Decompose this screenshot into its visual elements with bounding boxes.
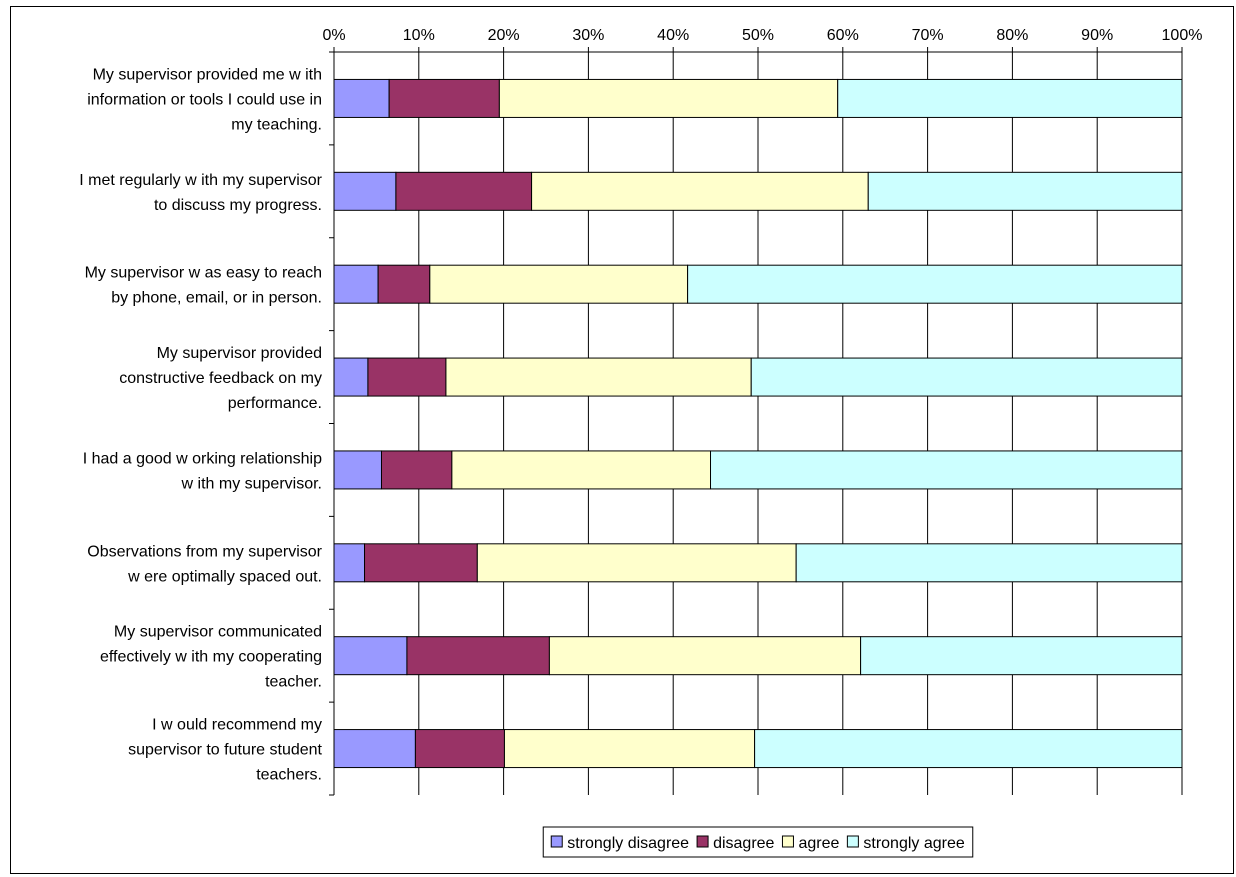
bar-segment-disagree xyxy=(406,636,550,676)
x-tick-label: 10% xyxy=(403,27,435,44)
bar-segment-strongly-disagree xyxy=(333,636,408,676)
x-tick-label: 40% xyxy=(657,27,689,44)
legend-swatch xyxy=(550,835,563,848)
bar-segment-strongly-agree xyxy=(710,450,1183,490)
legend-label: agree xyxy=(798,835,839,852)
bar-segment-disagree xyxy=(395,171,533,211)
x-tick-label: 60% xyxy=(827,27,859,44)
bar-segment-agree xyxy=(498,78,839,118)
x-tick-label: 0% xyxy=(322,27,345,44)
bar-segment-agree xyxy=(429,264,689,304)
bar-segment-strongly-agree xyxy=(750,357,1183,397)
category-label: I met regularly w ith my supervisor to di… xyxy=(79,172,322,214)
bar-segment-agree xyxy=(531,171,869,211)
bar-segment-agree xyxy=(451,450,712,490)
bar-segment-disagree xyxy=(367,357,447,397)
x-tick-label: 100% xyxy=(1162,27,1203,44)
bar-segment-strongly-agree xyxy=(867,171,1183,211)
legend-label: strongly disagree xyxy=(567,835,689,852)
legend-label: strongly agree xyxy=(863,835,964,852)
bar-segment-strongly-disagree xyxy=(333,543,366,583)
bar-segment-strongly-agree xyxy=(860,636,1183,676)
bar-segment-strongly-disagree xyxy=(333,450,382,490)
legend-box xyxy=(542,826,974,858)
bar-segment-strongly-disagree xyxy=(333,357,369,397)
bar-segment-strongly-disagree xyxy=(333,78,390,118)
category-label: My supervisor provided constructive feedb… xyxy=(119,345,322,412)
bar-segment-strongly-agree xyxy=(754,729,1183,769)
bar-segment-strongly-agree xyxy=(795,543,1183,583)
bars xyxy=(333,78,1183,769)
bar-segment-disagree xyxy=(414,729,505,769)
category-label: My supervisor communicated effectively w … xyxy=(100,624,322,691)
legend-label: disagree xyxy=(713,835,774,852)
category-label: I had a good w orking relationship w ith … xyxy=(83,450,322,492)
category-label: I w ould recommend my supervisor to futur… xyxy=(128,717,322,784)
bar-segment-disagree xyxy=(364,543,478,583)
x-axis-tick-labels: 0% 10% 20% 30% 40% 50% 60% 70% 80% 90% 100% xyxy=(322,27,1202,44)
x-tick-label: 30% xyxy=(572,27,604,44)
bar-segment-strongly-disagree xyxy=(333,171,397,211)
x-tick-label: 70% xyxy=(912,27,944,44)
category-label: My supervisor w as easy to reach by phone… xyxy=(85,265,322,307)
bar-segment-disagree xyxy=(380,450,453,490)
x-tick-label: 20% xyxy=(488,27,520,44)
bar-segment-strongly-agree xyxy=(687,264,1183,304)
bar-segment-agree xyxy=(503,729,756,769)
category-labels: My supervisor provided me w ith informati… xyxy=(79,66,322,783)
bar-segment-strongly-disagree xyxy=(333,729,416,769)
legend-swatch xyxy=(846,835,859,848)
category-label: Observations from my supervisor w ere opt… xyxy=(87,543,322,585)
stacked-bar-chart: 0% 10% 20% 30% 40% 50% 60% 70% 80% 90% 100% My sup… xyxy=(79,27,1202,858)
legend-swatch xyxy=(696,835,709,848)
legend-swatch xyxy=(781,835,794,848)
bar-segment-agree xyxy=(548,636,862,676)
bar-segment-disagree xyxy=(377,264,431,304)
bar-segment-agree xyxy=(445,357,752,397)
axis-lines xyxy=(329,47,1183,796)
bar-segment-strongly-disagree xyxy=(333,264,379,304)
x-tick-label: 50% xyxy=(742,27,774,44)
x-tick-label: 90% xyxy=(1081,27,1113,44)
bar-segment-agree xyxy=(476,543,797,583)
x-tick-label: 80% xyxy=(996,27,1028,44)
bar-segment-disagree xyxy=(388,78,500,118)
legend: strongly disagree disagree agree strongly a… xyxy=(542,826,974,858)
category-label: My supervisor provided me w ith informati… xyxy=(87,66,322,133)
bar-segment-strongly-agree xyxy=(837,78,1183,118)
chart-frame: 0% 10% 20% 30% 40% 50% 60% 70% 80% 90% 100% My sup… xyxy=(10,6,1234,874)
